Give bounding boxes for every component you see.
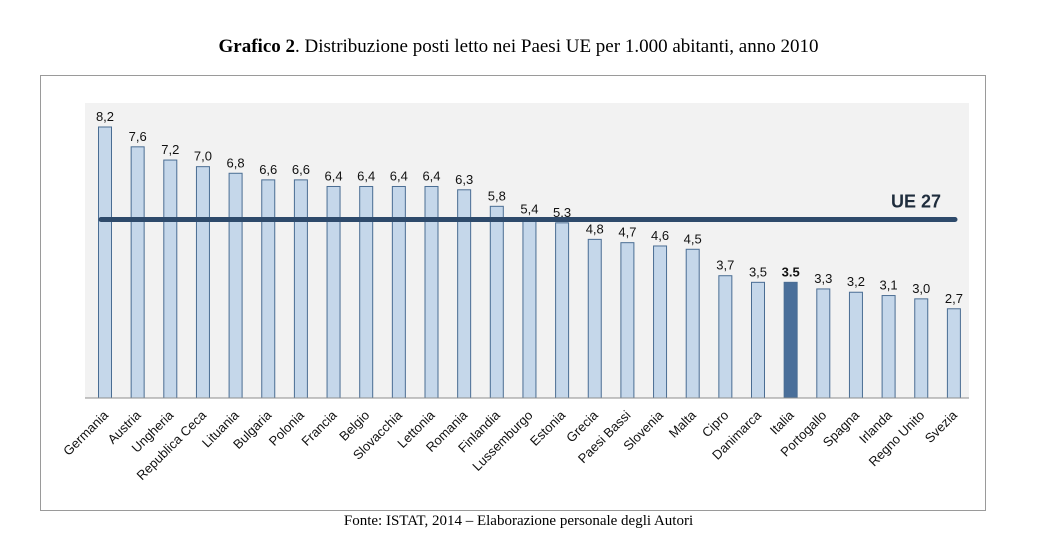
value-label-belgio: 6,4 (357, 168, 375, 183)
value-label-paesi-bassi: 4,7 (618, 225, 636, 240)
value-label-polonia: 6,6 (292, 162, 310, 177)
category-label-malta: Malta (666, 407, 700, 441)
bar-polonia (293, 179, 308, 399)
value-label-malta: 4,5 (684, 231, 702, 246)
value-label-italia: 3.5 (782, 264, 800, 279)
value-label-danimarca: 3,5 (749, 264, 767, 279)
value-label-cipro: 3,7 (716, 258, 734, 273)
value-label-slovenia: 4,6 (651, 228, 669, 243)
value-label-francia: 6,4 (325, 168, 343, 183)
bar-estonia (555, 222, 570, 399)
bar-germania (98, 126, 112, 399)
category-label-svezia: Svezia (922, 407, 961, 446)
category-label-germania: Germania (60, 407, 112, 459)
bar-irlanda (881, 295, 896, 399)
value-label-republica-ceca: 7,0 (194, 149, 212, 164)
chart-title: Grafico 2. Distribuzione posti letto nei… (0, 36, 1037, 58)
value-label-austria: 7,6 (129, 129, 147, 144)
value-label-bulgaria: 6,6 (259, 162, 277, 177)
value-label-ungheria: 7,2 (161, 142, 179, 157)
value-label-grecia: 4,8 (586, 221, 604, 236)
bar-spagna (848, 291, 863, 399)
bar-italia (783, 281, 798, 399)
value-label-germania: 8,2 (96, 109, 114, 124)
value-label-romania: 6,3 (455, 172, 473, 187)
bar-lussemburgo (522, 219, 537, 399)
bar-malta (685, 248, 700, 399)
bar-portogallo (816, 288, 831, 399)
bar-paesi-bassi (620, 242, 635, 399)
bar-grecia (587, 238, 602, 399)
bar-regno-unito (914, 298, 929, 399)
bar-slovenia (653, 245, 668, 399)
value-label-spagna: 3,2 (847, 274, 865, 289)
chart-frame: 8,2 7,6 7,2 7,0 6,8 6,6 6,6 6,4 6,4 6,4 6,4 6,3 5,8 5… (40, 75, 986, 511)
bar-danimarca (751, 281, 765, 399)
category-label-francia: Francia (298, 407, 340, 449)
value-label-svezia: 2,7 (945, 291, 963, 306)
value-labels-group: 8,2 7,6 7,2 7,0 6,8 6,6 6,6 6,4 6,4 6,4 6,4 6,3 5,8 5… (96, 109, 963, 306)
category-label-estonia: Estonia (527, 407, 569, 449)
value-label-slovacchia: 6,4 (390, 168, 408, 183)
category-label-polonia: Polonia (266, 407, 308, 449)
value-label-regno-unito: 3,0 (912, 281, 930, 296)
value-label-estonia: 5,3 (553, 205, 571, 220)
chart-title-number: Grafico 2 (218, 36, 296, 57)
bar-cipro (718, 275, 733, 399)
source-note: Fonte: ISTAT, 2014 – Elaborazione person… (343, 513, 694, 529)
bar-ungheria (163, 159, 178, 399)
chart-title-text: . Distribuzione posti letto nei Paesi UE… (295, 36, 819, 57)
value-label-irlanda: 3,1 (880, 278, 898, 293)
bar-austria (130, 146, 145, 399)
bar-lituania (228, 172, 243, 399)
bars-group (98, 126, 961, 399)
value-label-lituania: 6,8 (227, 155, 245, 170)
category-label-spagna: Spagna (820, 407, 863, 450)
bar-chart: 8,2 7,6 7,2 7,0 6,8 6,6 6,6 6,4 6,4 6,4 6,4 6,3 5,8 5… (60, 103, 969, 483)
value-label-finlandia: 5,8 (488, 188, 506, 203)
bar-finlandia (489, 205, 504, 399)
value-label-lussemburgo: 5,4 (520, 202, 538, 217)
reference-line-label: UE 27 (891, 192, 941, 212)
bar-republica-ceca (195, 166, 210, 399)
bar-bulgaria (261, 179, 276, 399)
bar-svezia (946, 308, 961, 399)
value-label-lettonia: 6,4 (422, 168, 440, 183)
value-label-portogallo: 3,3 (814, 271, 832, 286)
